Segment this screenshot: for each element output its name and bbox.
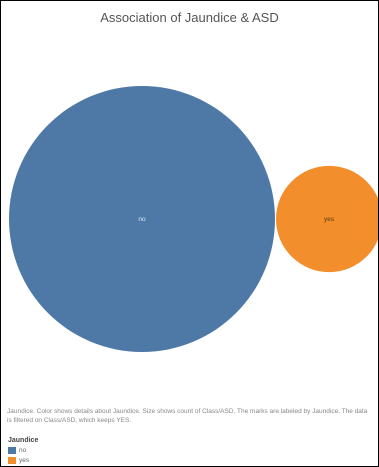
chart-title: Association of Jaundice & ASD: [100, 10, 279, 25]
legend-label-no: no: [19, 447, 27, 454]
bubble-no[interactable]: [9, 86, 275, 352]
legend-label-yes: yes: [19, 457, 30, 464]
bubble-chart: no yes: [9, 86, 378, 352]
legend-swatch-no: [8, 447, 16, 454]
legend: Jaundice no yes: [8, 436, 38, 465]
legend-item-no[interactable]: no: [8, 446, 38, 455]
legend-item-yes[interactable]: yes: [8, 456, 38, 465]
bubble-label-yes: yes: [324, 216, 335, 223]
chart-caption: Jaundice. Color shows details about Jaun…: [7, 408, 368, 424]
bubble-label-no: no: [138, 216, 146, 223]
legend-title: Jaundice: [8, 437, 39, 444]
legend-swatch-yes: [8, 457, 16, 464]
bubble-yes[interactable]: [276, 165, 378, 273]
